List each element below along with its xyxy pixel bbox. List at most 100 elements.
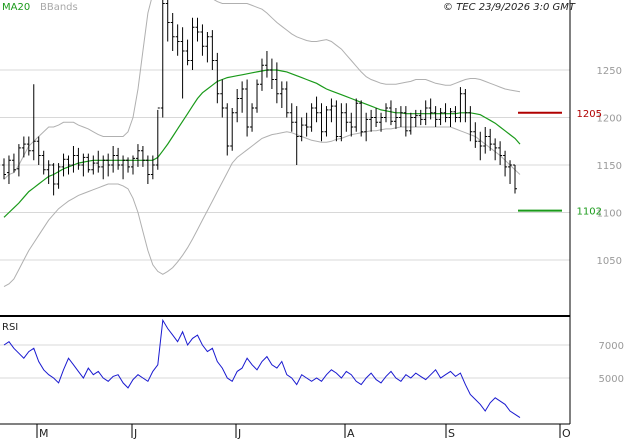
ohlc-bar — [398, 106, 403, 127]
ohlc-bar — [200, 24, 205, 56]
ohlc-bar — [46, 160, 51, 184]
ohlc-bar — [210, 30, 215, 70]
ohlc-bar — [364, 112, 369, 142]
ohlc-bar — [11, 153, 16, 173]
ohlc-bar — [408, 112, 413, 135]
ohlc-bar — [155, 107, 160, 170]
ohlc-bar — [116, 147, 121, 170]
ohlc-bar — [463, 89, 468, 123]
ohlc-bar — [81, 153, 86, 177]
legend-bbands: BBands — [40, 2, 78, 13]
y-tick-label-1150: 1150 — [597, 161, 622, 172]
rsi-polyline — [3, 318, 521, 419]
ohlc-bar — [135, 144, 140, 167]
ohlc-bars — [2, 0, 517, 196]
ohlc-bar — [130, 155, 135, 175]
rsi-grid — [0, 344, 570, 379]
month-label-5: O — [562, 427, 571, 440]
ohlc-bar — [160, 0, 165, 118]
ohlc-bar — [66, 155, 71, 175]
level-markers: 1205 1102 — [518, 109, 602, 218]
ohlc-bar — [240, 81, 245, 113]
ohlc-bar — [121, 155, 126, 180]
ohlc-bar — [483, 127, 488, 154]
ohlc-bar — [185, 39, 190, 66]
ohlc-bar — [443, 103, 448, 123]
ohlc-bar — [250, 103, 255, 132]
ohlc-bar — [294, 106, 299, 165]
ohlc-bar — [384, 103, 389, 123]
bbands-upper-line — [3, 0, 521, 180]
ohlc-bar — [235, 89, 240, 123]
rsi-y-labels: 5000 7000 — [599, 341, 624, 385]
ohlc-bar — [438, 108, 443, 126]
ohlc-bar — [175, 24, 180, 56]
ohlc-bar — [289, 103, 294, 132]
ohlc-bar — [388, 100, 393, 126]
y-tick-label-1200: 1200 — [597, 114, 622, 125]
marker-label-1102: 1102 — [577, 207, 602, 218]
copyright-text: © TEC 23/9/2026 3:0 GMT — [443, 2, 576, 13]
marker-label-1205: 1205 — [577, 109, 602, 120]
ohlc-bar — [448, 108, 453, 127]
ohlc-bar — [2, 158, 6, 180]
ohlc-bar — [478, 131, 483, 161]
y-tick-label-1100: 1100 — [597, 209, 622, 220]
ohlc-bar — [195, 17, 200, 42]
ohlc-bar — [498, 141, 503, 165]
ohlc-bar — [16, 144, 21, 177]
ohlc-bar — [145, 155, 150, 184]
y-tick-label-1250: 1250 — [597, 66, 622, 77]
ohlc-bar — [76, 147, 81, 170]
ma20-line — [3, 69, 521, 218]
ohlc-bar — [6, 155, 11, 184]
ohlc-bar — [101, 155, 106, 180]
ohlc-bar — [279, 81, 284, 108]
ohlc-bar — [41, 150, 46, 175]
ohlc-bar — [508, 160, 513, 184]
ohlc-bar — [225, 103, 230, 156]
ohlc-bar — [513, 164, 517, 194]
bbands-lower-line — [3, 126, 521, 288]
ohlc-bar — [324, 106, 329, 137]
ohlc-bar — [21, 136, 26, 158]
ohlc-bar — [334, 100, 339, 142]
ohlc-bar — [473, 122, 478, 148]
ohlc-bar — [255, 79, 260, 113]
ohlc-bar — [393, 108, 398, 129]
ohlc-bar — [354, 98, 359, 132]
ohlc-bar — [453, 106, 458, 123]
ohlc-bar — [344, 103, 349, 132]
bbands-lines — [3, 0, 521, 288]
ohlc-bar — [428, 98, 433, 120]
ohlc-bar — [180, 27, 185, 99]
ohlc-bar — [91, 155, 96, 175]
ohlc-bar — [374, 108, 379, 127]
ohlc-bar — [493, 138, 498, 161]
ohlc-bar — [423, 100, 428, 126]
month-label-4: S — [448, 427, 455, 440]
ohlc-bar — [259, 58, 264, 91]
ohlc-bar — [165, 0, 170, 42]
ohlc-bar — [170, 13, 175, 51]
ohlc-bar — [26, 136, 31, 156]
price-y-labels: 1050 1100 1150 1200 1250 — [597, 66, 622, 267]
ohlc-bar — [264, 51, 269, 78]
ohlc-bar — [61, 153, 66, 177]
ohlc-bar — [150, 155, 155, 180]
ohlc-bar — [503, 150, 508, 177]
ohlc-bar — [284, 81, 289, 118]
ohlc-bar — [56, 163, 61, 189]
ohlc-bar — [220, 79, 225, 118]
rsi-title: RSI — [2, 322, 18, 333]
legend-ma20: MA20 — [2, 2, 30, 13]
ohlc-bar — [329, 98, 334, 123]
ohlc-bar — [205, 32, 210, 63]
month-label-3: A — [347, 427, 355, 440]
ohlc-bar — [230, 108, 235, 151]
ohlc-bar — [418, 109, 423, 126]
ohlc-bar — [274, 62, 279, 104]
ohlc-bar — [369, 109, 374, 132]
ma20-polyline — [3, 69, 521, 218]
